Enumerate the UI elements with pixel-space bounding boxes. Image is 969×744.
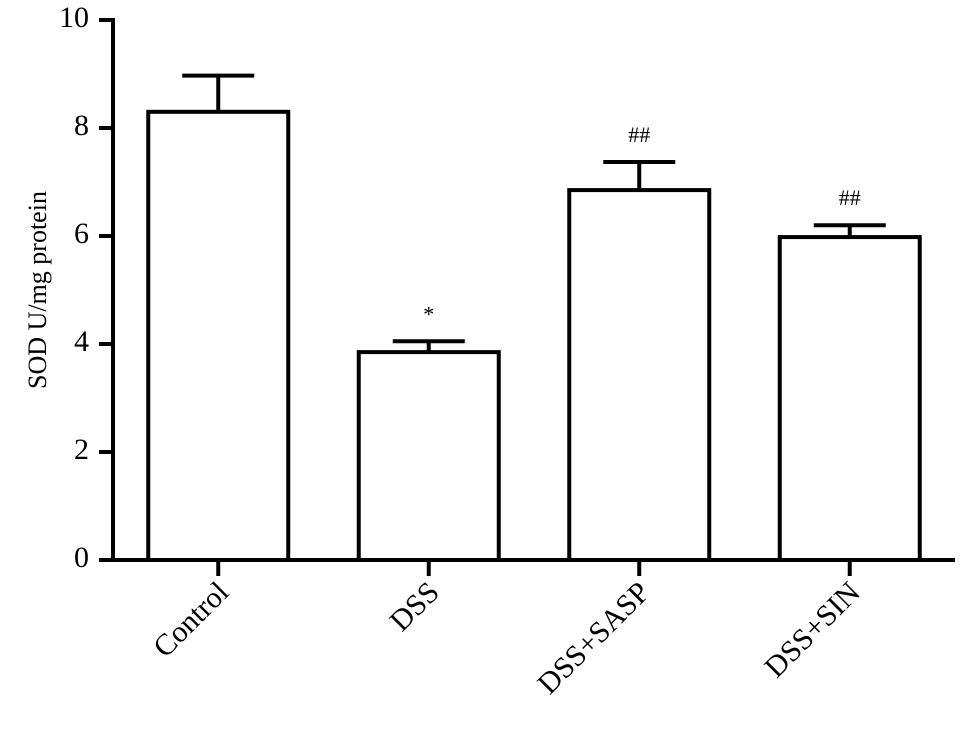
x-tick-label: DSS [383, 576, 445, 638]
error-bars-group [182, 73, 886, 353]
x-tick-label: DSS+SASP [531, 576, 656, 701]
annotations-group: * ## ## [423, 122, 861, 326]
y-tick-label: 2 [74, 433, 89, 466]
y-tick-label: 6 [74, 217, 89, 250]
bar-dss-sasp [567, 188, 712, 562]
y-tick-label: 4 [74, 325, 89, 358]
y-tick-label: 10 [59, 1, 89, 34]
bar-dss [356, 350, 501, 562]
bar-dss-sin [777, 235, 922, 563]
significance-marker: * [423, 301, 434, 326]
x-tick-label: DSS+SIN [758, 576, 866, 684]
x-axis: Control DSS DSS+SASP DSS+SIN [111, 558, 955, 701]
significance-marker: ## [839, 185, 861, 210]
y-tick-label: 0 [74, 541, 89, 574]
x-tick-label: Control [147, 576, 235, 664]
significance-marker: ## [628, 122, 650, 147]
y-axis-label: SOD U/mg protein [23, 191, 52, 389]
bar-control [146, 109, 291, 563]
y-axis: 0 2 4 6 8 10 [59, 1, 115, 574]
y-tick-label: 8 [74, 109, 89, 142]
bars-group [146, 109, 922, 563]
